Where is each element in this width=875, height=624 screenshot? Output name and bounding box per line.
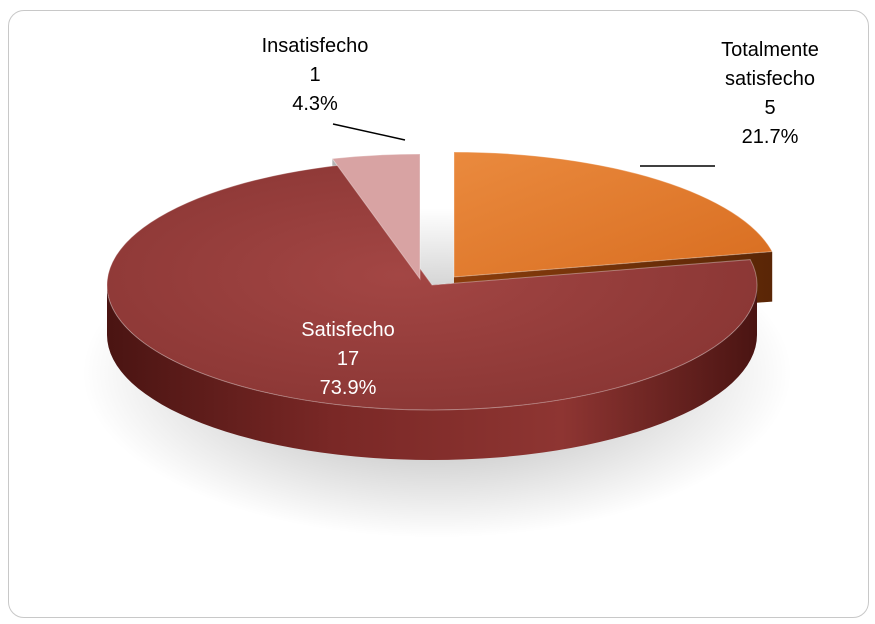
data-label-line: Insatisfecho: [262, 35, 369, 57]
data-label-line: Satisfecho: [301, 319, 394, 341]
data-label-line: Totalmente: [721, 39, 819, 61]
pie-slice-satisfecho: [106, 164, 758, 411]
leader-line-insatisfecho: [332, 123, 406, 141]
data-label-line: 5: [764, 97, 775, 119]
data-label-line: 17: [337, 348, 359, 370]
data-label-line: 73.9%: [320, 377, 377, 399]
data-label-satisfecho: Satisfecho 17 73.9%: [301, 319, 394, 399]
data-label-insatisfecho: Insatisfecho 1 4.3%: [262, 35, 369, 115]
pie-slice-insatisfecho: [331, 153, 421, 281]
data-label-line: satisfecho: [725, 68, 815, 90]
data-label-line: 1: [309, 64, 320, 86]
data-label-totalmente-satisfecho: Totalmente satisfecho 5 21.7%: [721, 39, 819, 148]
pie-side-satisfecho: [107, 285, 757, 460]
pie-slice-totalmente-satisfecho: [453, 151, 774, 278]
data-label-line: 4.3%: [292, 93, 338, 115]
data-label-line: 21.7%: [742, 126, 799, 148]
